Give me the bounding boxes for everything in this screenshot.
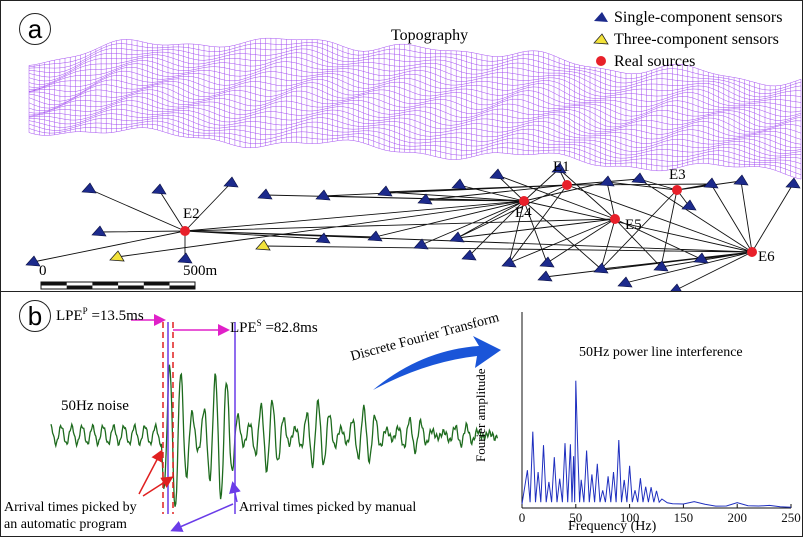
panel-a-tag: a — [19, 13, 51, 45]
single-sensor-6 — [378, 186, 392, 196]
scale-bar — [41, 282, 195, 289]
lpe-p-value: =13.5ms — [88, 308, 144, 324]
manual-pick-label: Arrival times picked by manual — [239, 500, 416, 516]
single-sensor-15 — [734, 175, 748, 185]
source-label-e6: E6 — [758, 249, 775, 266]
source-label-e4: E4 — [515, 205, 532, 222]
panel-a: a Topography Single-component sensors Th… — [0, 0, 803, 292]
scalebar-segment-1 — [41, 282, 67, 286]
single-sensor-20 — [316, 233, 330, 243]
source-e2 — [180, 226, 190, 236]
scalebar-start-label: 0 — [39, 263, 47, 280]
single-sensor-1 — [82, 183, 96, 193]
auto-pick-label-1: Arrival times picked by — [4, 500, 137, 516]
topography-label: Topography — [391, 27, 468, 45]
source-e5 — [610, 214, 620, 224]
three-sensor-2 — [256, 240, 270, 250]
scalebar-segment-2 — [67, 286, 93, 290]
spectrum-xlabel: Frequency (Hz) — [568, 519, 656, 535]
single-sensor-13 — [682, 200, 696, 210]
panel-a-tag-text: a — [28, 16, 42, 42]
source-label-e1: E1 — [553, 159, 570, 176]
legend-three-icon — [594, 34, 608, 44]
panel-b: 0 50 100 150 200 250 b LPEP =13.5ms LPES =82.… — [0, 291, 803, 537]
single-sensor-3 — [224, 177, 238, 187]
single-sensor-16 — [786, 178, 800, 188]
source-label-e5: E5 — [625, 217, 642, 234]
spectrum-chart: 0 50 100 150 200 250 — [519, 312, 801, 525]
source-label-e3: E3 — [669, 167, 686, 184]
auto-pick-arrow-1 — [139, 452, 161, 494]
auto-pick-label-2: an automatic program — [4, 517, 127, 533]
lpe-s-name: LPE — [230, 320, 257, 336]
single-sensor-18 — [92, 226, 106, 236]
single-sensor-23 — [502, 257, 516, 267]
single-sensor-24 — [540, 257, 554, 267]
legend-sources-label: Real sources — [614, 53, 695, 71]
single-sensor-32 — [414, 239, 428, 249]
spectrum-xtick-label-5: 250 — [781, 510, 801, 525]
lpe-p-name: LPE — [56, 308, 83, 324]
lpe-s-value: =82.8ms — [262, 320, 318, 336]
spectrum-line — [522, 381, 791, 508]
legend-source-icon — [596, 56, 606, 66]
spectrum-xtick-label-0: 0 — [519, 510, 526, 525]
single-sensor-14 — [704, 178, 718, 188]
lpe-s-label: LPES =82.8ms — [230, 318, 318, 337]
seismic-waveform — [51, 365, 497, 507]
single-sensor-4 — [258, 189, 272, 199]
scalebar-segment-5 — [144, 282, 170, 286]
single-sensor-19 — [178, 253, 192, 263]
panel-b-tag-text: b — [28, 303, 42, 329]
spectrum-ylabel: Fourier amplitude — [473, 368, 489, 462]
spectrum-title: 50Hz power line interference — [579, 345, 743, 361]
source-e1 — [562, 180, 572, 190]
single-sensor-12 — [632, 173, 646, 183]
scalebar-segment-4 — [118, 286, 144, 290]
single-sensor-2 — [152, 184, 166, 194]
lpe-p-label: LPEP =13.5ms — [56, 306, 144, 325]
scalebar-segment-6 — [170, 286, 196, 290]
auto-pick-arrow-2 — [143, 478, 171, 496]
source-e3 — [672, 185, 682, 195]
panel-b-tag: b — [19, 300, 51, 332]
manual-pick-arrow-1 — [173, 504, 233, 530]
source-e6 — [747, 247, 757, 257]
spectrum-xtick-label-4: 200 — [727, 510, 747, 525]
scalebar-end-label: 500m — [183, 263, 217, 280]
legend-single-label: Single-component sensors — [614, 9, 782, 27]
legend-three-label: Three-component sensors — [614, 31, 779, 49]
single-sensor-8 — [452, 179, 466, 189]
legend-single-icon — [594, 12, 608, 22]
single-sensor-9 — [490, 169, 504, 179]
legend-icons — [594, 12, 608, 66]
single-sensor-5 — [316, 190, 330, 200]
waveform-trace — [51, 365, 497, 507]
source-label-e2: E2 — [183, 206, 200, 223]
scalebar-segment-3 — [92, 282, 118, 286]
noise-label: 50Hz noise — [61, 398, 129, 415]
spectrum-xtick-label-3: 150 — [674, 510, 694, 525]
